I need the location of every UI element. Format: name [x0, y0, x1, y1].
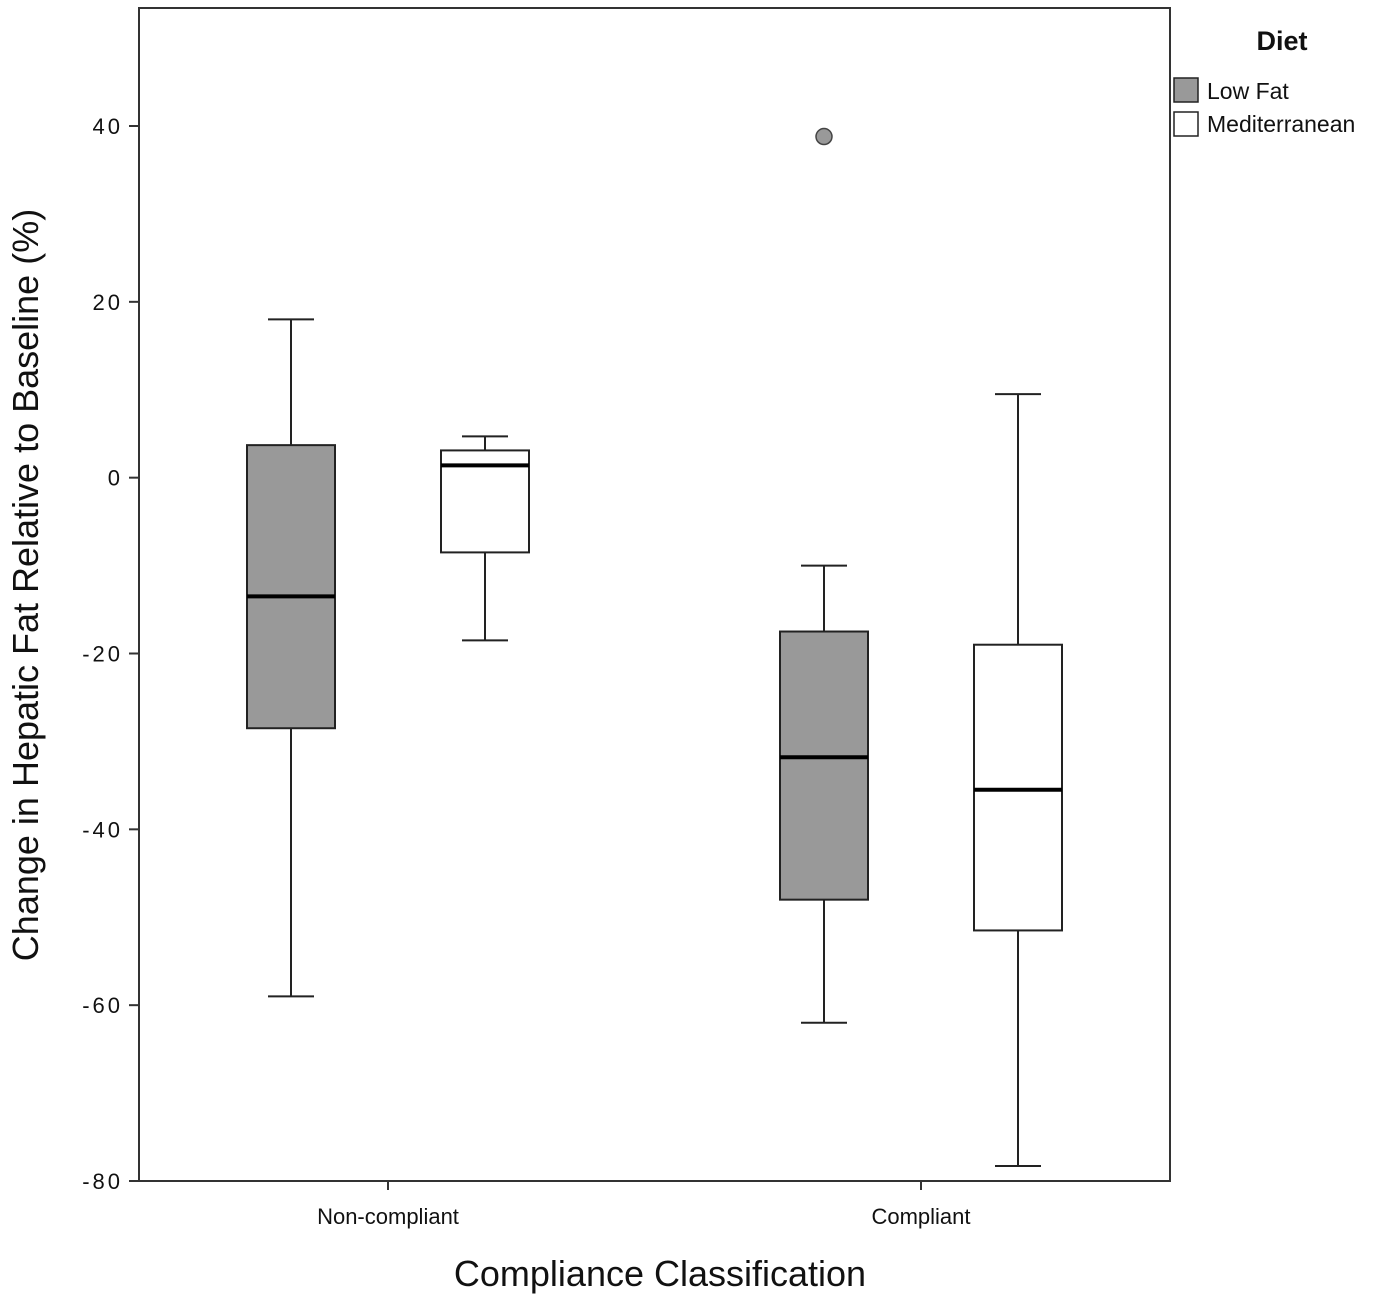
- y-axis-label: Change in Hepatic Fat Relative to Baseli…: [5, 209, 46, 961]
- box-iqr: [973, 643, 1063, 932]
- box-iqr: [779, 630, 869, 901]
- y-tick-label: 40: [93, 114, 123, 139]
- outlier-point: [815, 127, 833, 146]
- legend: Diet Low Fat Mediterranean: [1173, 26, 1355, 137]
- legend-swatch-low-fat: [1173, 77, 1199, 103]
- y-tick-label: -40: [82, 817, 123, 842]
- y-tick-label: -80: [82, 1169, 123, 1194]
- y-tick-label: -20: [82, 642, 123, 667]
- legend-swatch-mediterranean: [1173, 111, 1199, 137]
- y-tick-label: 0: [108, 466, 123, 491]
- legend-label-low-fat: Low Fat: [1207, 78, 1289, 104]
- legend-label-mediterranean: Mediterranean: [1207, 111, 1355, 137]
- box-series: [246, 127, 1063, 1168]
- y-axis-ticks: 40 20 0 -20 -40 -60 -80: [82, 114, 139, 1194]
- box-low-fat-compliant: [779, 127, 869, 1024]
- box-low-fat-non-compliant: [246, 318, 336, 998]
- x-axis-ticks: Non-compliant Compliant: [317, 1181, 971, 1229]
- box-iqr: [440, 449, 530, 554]
- y-tick-label: 20: [93, 290, 123, 315]
- x-axis-label: Compliance Classification: [454, 1253, 866, 1294]
- box-mediterranean-non-compliant: [440, 435, 530, 642]
- box-mediterranean-compliant: [973, 393, 1063, 1168]
- x-tick-label: Compliant: [871, 1204, 970, 1229]
- box-iqr: [246, 444, 336, 730]
- legend-title: Diet: [1256, 26, 1307, 56]
- x-tick-label: Non-compliant: [317, 1204, 459, 1229]
- y-tick-label: -60: [82, 993, 123, 1018]
